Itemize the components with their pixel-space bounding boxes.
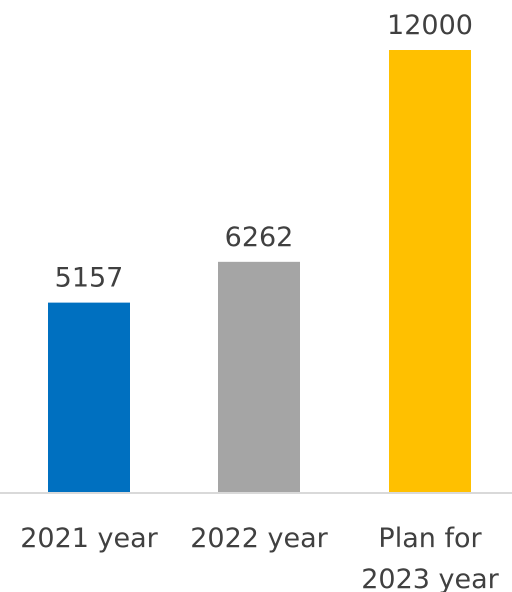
bar-value-label-3: 12000: [387, 10, 473, 41]
bar-1: [48, 302, 130, 493]
bar-2: [218, 261, 300, 493]
category-labels-group: 2021 year 2022 year Plan for 2023 year: [20, 523, 499, 592]
category-label-1: 2021 year: [20, 523, 158, 554]
value-labels-group: 5157 6262 12000: [55, 10, 473, 294]
category-label-2: 2022 year: [190, 523, 328, 554]
bar-value-label-2: 6262: [225, 222, 294, 253]
bars-group: [48, 50, 471, 493]
bar-3: [389, 50, 471, 493]
bar-value-label-1: 5157: [55, 263, 124, 294]
category-label-3-line-2: 2023 year: [361, 564, 499, 592]
category-label-3-line-1: Plan for: [378, 523, 482, 554]
